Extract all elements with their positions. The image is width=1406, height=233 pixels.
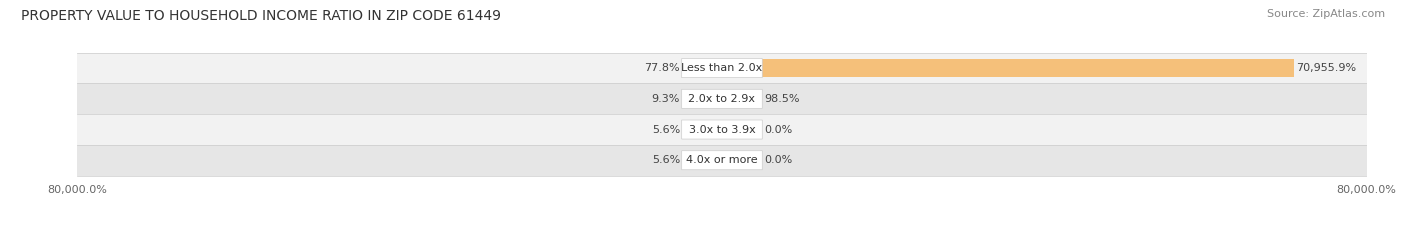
Bar [77, 145, 1367, 176]
Text: 9.3%: 9.3% [652, 94, 681, 104]
Text: 70,955.9%: 70,955.9% [1296, 63, 1357, 73]
Text: 5.6%: 5.6% [652, 155, 681, 165]
Bar [723, 59, 1294, 77]
Text: Source: ZipAtlas.com: Source: ZipAtlas.com [1267, 9, 1385, 19]
Text: 5.6%: 5.6% [652, 124, 681, 134]
Text: 0.0%: 0.0% [765, 124, 793, 134]
FancyBboxPatch shape [682, 120, 762, 139]
Text: 3.0x to 3.9x: 3.0x to 3.9x [689, 124, 755, 134]
Text: Less than 2.0x: Less than 2.0x [682, 63, 762, 73]
Text: 98.5%: 98.5% [765, 94, 800, 104]
Bar [77, 53, 1367, 83]
FancyBboxPatch shape [682, 58, 762, 78]
Text: 2.0x to 2.9x: 2.0x to 2.9x [689, 94, 755, 104]
Text: PROPERTY VALUE TO HOUSEHOLD INCOME RATIO IN ZIP CODE 61449: PROPERTY VALUE TO HOUSEHOLD INCOME RATIO… [21, 9, 501, 23]
Text: 4.0x or more: 4.0x or more [686, 155, 758, 165]
Text: 77.8%: 77.8% [644, 63, 681, 73]
FancyBboxPatch shape [682, 151, 762, 170]
Bar [77, 83, 1367, 114]
Text: 0.0%: 0.0% [765, 155, 793, 165]
FancyBboxPatch shape [682, 89, 762, 108]
Bar [77, 114, 1367, 145]
